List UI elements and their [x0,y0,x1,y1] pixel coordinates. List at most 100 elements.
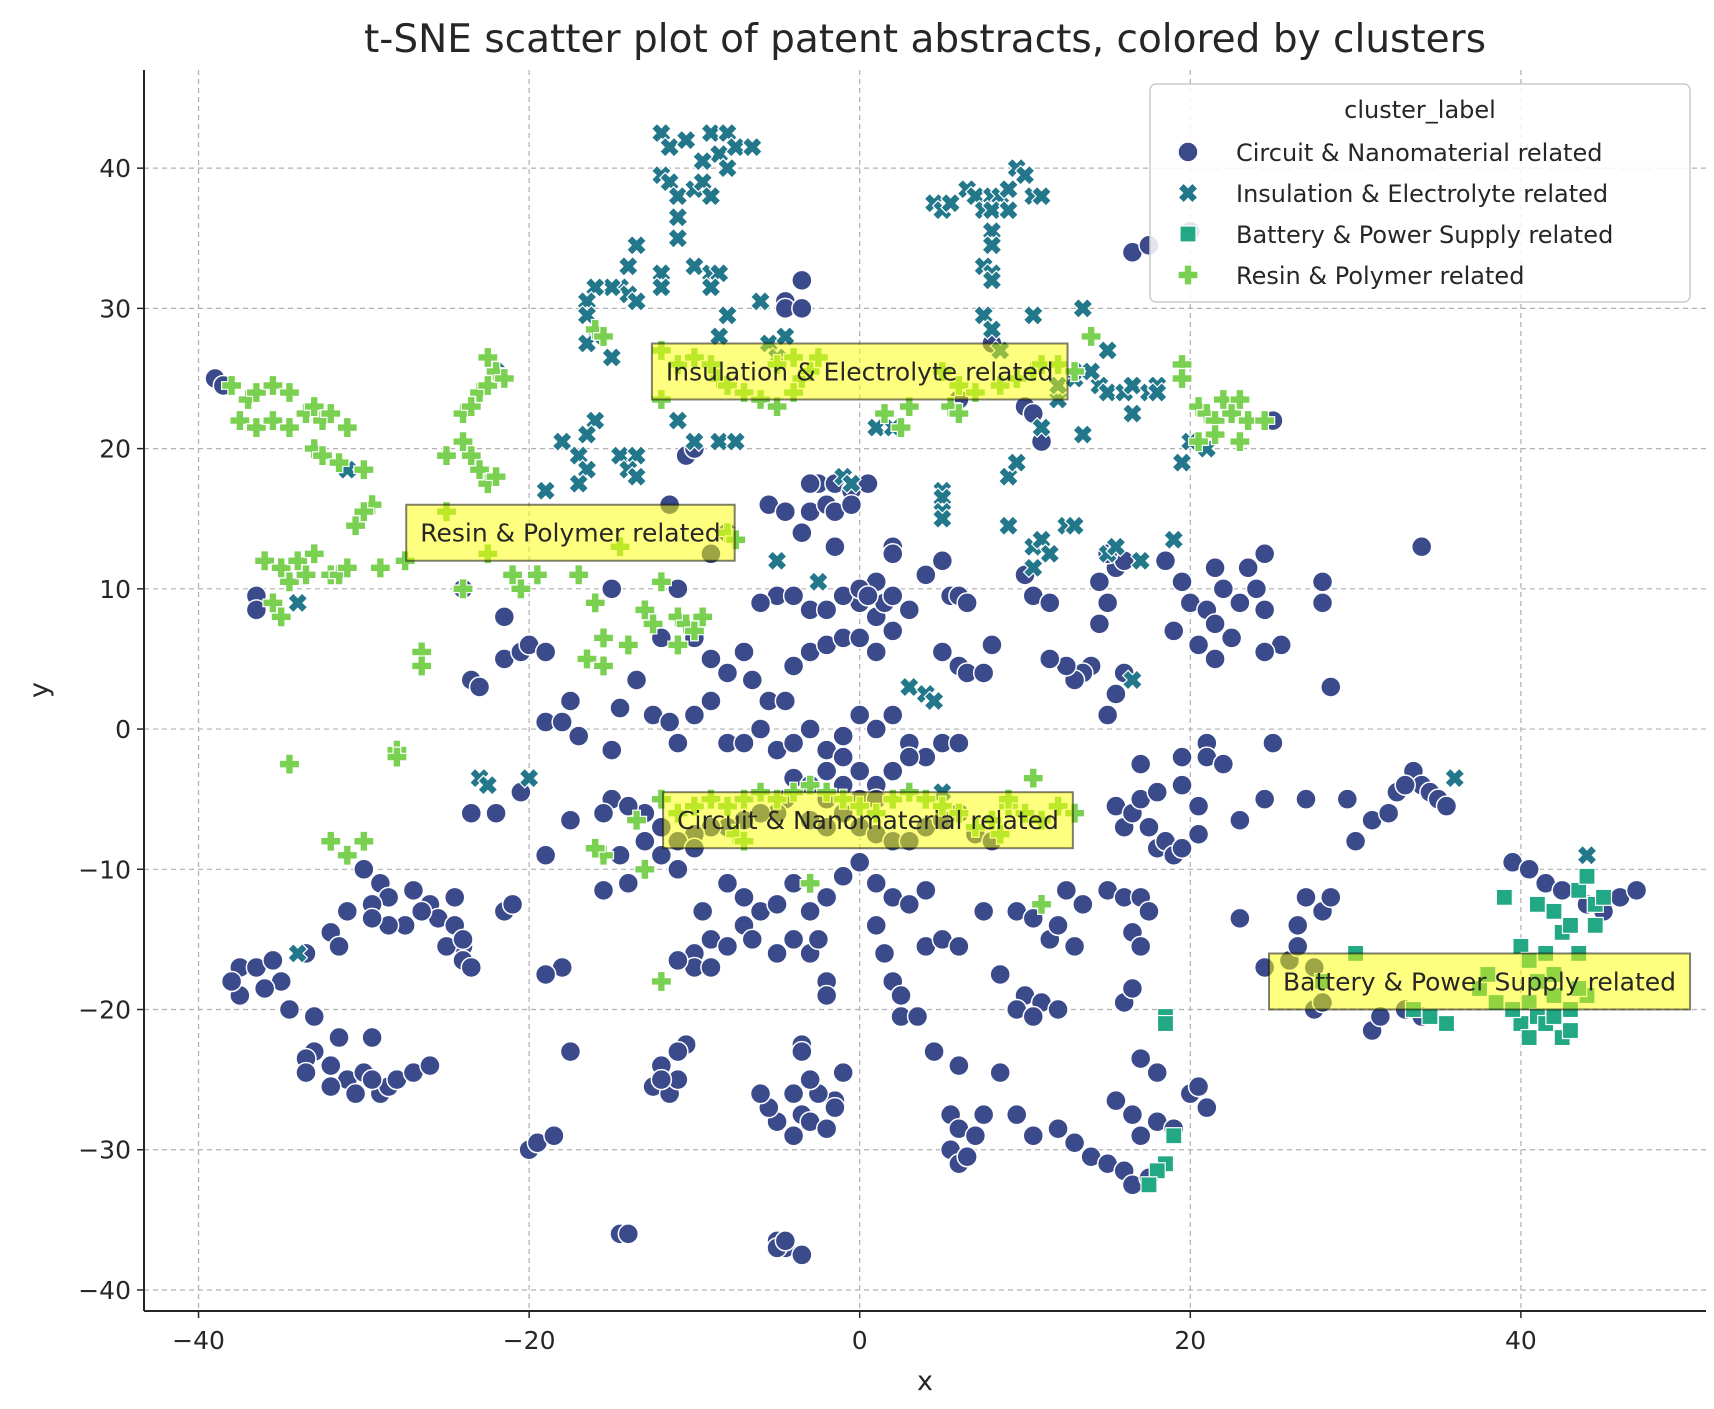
scatter-point [369,557,391,579]
scatter-point [1105,536,1127,558]
x-tick-label: 20 [1174,1326,1206,1355]
scatter-point [361,494,383,516]
scatter-point [700,690,722,712]
scatter-point [493,367,515,390]
scatter-point [1005,1103,1028,1126]
legend-marker [1179,225,1197,243]
scatter-point [1080,325,1102,348]
scatter-point [716,662,739,684]
scatter-point [716,935,739,958]
scatter-point [1121,669,1144,691]
scatter-point [848,851,871,874]
scatter-point [1171,367,1193,390]
scatter-point [1072,297,1094,319]
scatter-point [708,430,730,453]
scatter-point [799,900,821,923]
scatter-point [535,480,557,502]
scatter-point [468,676,491,698]
scatter-point [733,732,755,754]
scatter-point [923,1040,945,1063]
scatter-point [1163,620,1185,642]
scatter-point [262,409,284,432]
scatter-point [658,711,681,733]
scatter-point [782,928,805,951]
scatter-point [1047,1117,1069,1140]
scatter-point [1229,430,1251,453]
scatter-point [824,536,846,558]
scatter-point [890,984,912,1007]
scatter-point [782,732,805,754]
scatter-point [485,802,507,824]
scatter-point [981,269,1003,291]
scatter-point [1171,837,1193,860]
scatter-point [1311,592,1334,614]
scatter-point [1196,1096,1218,1119]
scatter-point [410,900,433,923]
legend-label: Circuit & Nanomaterial related [1236,139,1602,167]
scatter-point [1561,916,1580,934]
scatter-point [865,872,887,895]
scatter-point [485,466,507,488]
scatter-point [477,774,499,796]
scatter-point [1221,402,1243,425]
scatter-point [766,550,788,572]
scatter-point [1063,515,1086,537]
scatter-point [592,627,615,649]
scatter-point [1253,543,1276,565]
scatter-point [915,564,937,586]
scatter-point [948,935,970,958]
scatter-point [551,430,573,453]
legend-entry-insulation-and-electrolyte-related: Insulation & Electrolyte related [1177,180,1608,208]
scatter-point [791,1244,813,1266]
scatter-point [956,1146,978,1168]
scatter-point [1047,914,1069,937]
scatter-point [642,613,664,635]
scatter-point [716,157,739,179]
scatter-point [1254,409,1276,432]
scatter-point [576,648,598,670]
scatter-point [568,564,590,586]
scatter-point [1187,634,1210,656]
y-tick-label: −40 [78,1276,131,1305]
scatter-point [807,571,829,593]
scatter-point [1187,795,1210,817]
scatter-point [799,872,821,894]
scatter-point [1171,774,1193,796]
scatter-point [972,662,995,684]
scatter-point [683,430,706,453]
scatter-point [948,402,970,425]
scatter-point [700,648,722,670]
scatter-point [1022,304,1044,327]
scatter-point [865,914,887,937]
scatter-point [559,1040,582,1063]
scatter-point [692,606,714,628]
scatter-point [270,606,292,628]
scatter-point [650,844,673,867]
scatter-point [1138,816,1160,838]
annotation-box [1268,952,1692,1011]
scatter-point [245,416,267,439]
scatter-point [1080,360,1102,383]
scatter-point [460,802,483,824]
x-tick-label: −40 [172,1326,225,1355]
scatter-point [774,1230,797,1252]
scatter-point [1140,1176,1158,1194]
scatter-point [700,956,722,979]
scatter-point [278,416,301,439]
annotation-label: Battery & Power Supply related [1283,967,1676,996]
scatter-point [1204,613,1226,635]
scatter-point [1163,529,1185,551]
scatter-point [972,900,995,923]
scatter-point [518,767,540,789]
scatter-point [1047,998,1069,1021]
scatter-point [1096,704,1119,726]
scatter-point [931,508,953,530]
scatter-point [997,515,1020,537]
scatter-point [1129,1124,1152,1147]
scatter-point [411,655,433,677]
scatter-point [559,690,582,712]
scatter-point [1229,388,1251,411]
chart-title: t-SNE scatter plot of patent abstracts, … [364,17,1486,62]
legend-entries: Circuit & Nanomaterial related Insulation… [1177,139,1613,290]
scatter-point [650,1068,673,1091]
